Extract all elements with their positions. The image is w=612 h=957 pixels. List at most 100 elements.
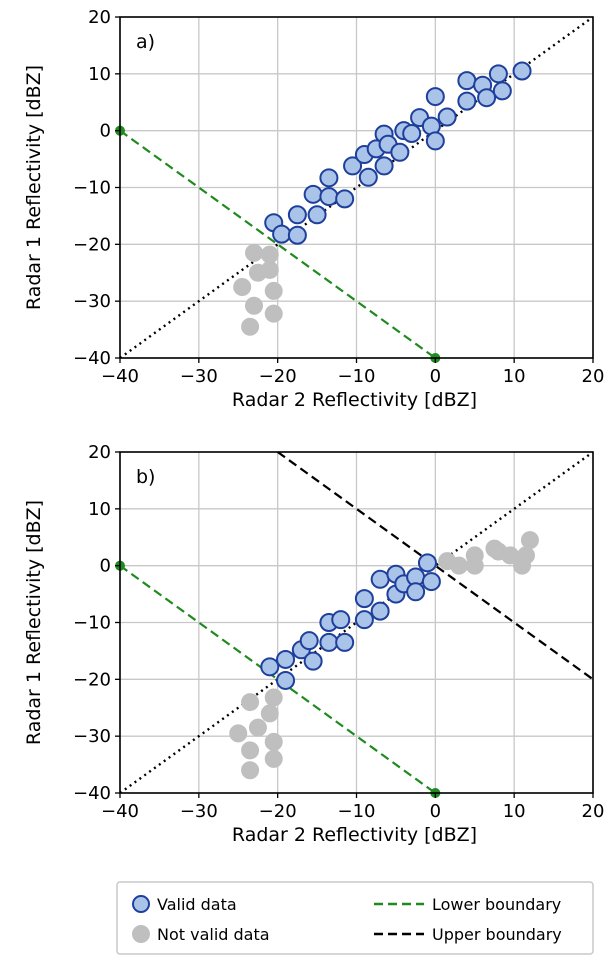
- y-tick-label: −20: [73, 669, 111, 690]
- legend-label: Lower boundary: [432, 895, 561, 914]
- valid-point: [343, 156, 363, 176]
- valid-point: [335, 632, 355, 652]
- y-tick-label: 20: [88, 7, 111, 28]
- x-tick-label: 0: [430, 801, 441, 822]
- x-tick-label: −30: [180, 366, 218, 387]
- legend-label: Valid data: [157, 895, 237, 914]
- valid-point: [358, 167, 378, 187]
- y-tick-label: 0: [100, 556, 111, 577]
- upper-boundary-line: [277, 452, 593, 681]
- x-tick-label: 10: [503, 801, 526, 822]
- not-valid-point: [260, 704, 279, 723]
- y-tick-label: 20: [88, 442, 111, 463]
- valid-point: [492, 81, 512, 101]
- valid-point: [319, 632, 339, 652]
- not-valid-point: [241, 693, 260, 712]
- x-tick-label: 10: [503, 366, 526, 387]
- not-valid-point: [229, 724, 248, 743]
- y-tick-label: 0: [100, 121, 111, 142]
- valid-point: [421, 572, 441, 592]
- valid-point: [425, 131, 445, 151]
- not-valid-point: [245, 243, 264, 262]
- x-tick-label: 0: [430, 366, 441, 387]
- not-valid-point: [449, 556, 468, 575]
- valid-point: [335, 189, 355, 209]
- valid-point: [406, 582, 426, 602]
- valid-point: [276, 649, 296, 669]
- not-valid-point: [520, 531, 539, 550]
- valid-point: [287, 205, 307, 225]
- plot-area: [120, 17, 593, 358]
- not-valid-point: [245, 296, 264, 315]
- valid-point: [425, 87, 445, 107]
- legend-marker: [132, 895, 150, 913]
- x-tick-label: −20: [259, 801, 297, 822]
- not-valid-point: [264, 688, 283, 707]
- x-tick-label: −20: [259, 366, 297, 387]
- panel-label: b): [136, 466, 155, 488]
- not-valid-point: [465, 556, 484, 575]
- y-tick-label: −10: [73, 613, 111, 634]
- valid-point: [276, 670, 296, 690]
- x-tick-label: −10: [338, 801, 376, 822]
- legend-label: Not valid data: [157, 925, 270, 944]
- y-tick-label: −40: [73, 783, 111, 804]
- valid-point: [417, 553, 437, 573]
- not-valid-point: [264, 732, 283, 751]
- not-valid-point: [241, 317, 260, 336]
- x-axis-label: Radar 2 Reflectivity [dBZ]: [232, 824, 477, 846]
- valid-point: [374, 156, 394, 176]
- not-valid-point: [264, 281, 283, 300]
- legend: Valid data Lower boundary Not valid data Up…: [116, 881, 594, 955]
- y-axis-label: Radar 1 Reflectivity [dBZ]: [23, 65, 45, 310]
- valid-point: [272, 224, 292, 244]
- 1-1-line-line: [120, 17, 593, 358]
- valid-point: [437, 107, 457, 127]
- not-valid-point: [260, 245, 279, 264]
- lower-boundary-line: [120, 564, 436, 793]
- x-tick-label: 20: [582, 366, 605, 387]
- not-valid-point: [241, 761, 260, 780]
- x-tick-label: −10: [338, 366, 376, 387]
- valid-point: [331, 610, 351, 630]
- valid-point: [354, 589, 374, 609]
- not-valid-point: [233, 277, 252, 296]
- valid-point: [260, 657, 280, 677]
- y-tick-label: −10: [73, 178, 111, 199]
- valid-point: [390, 142, 410, 162]
- x-tick-label: −40: [101, 366, 139, 387]
- 1-1-line-line: [120, 452, 593, 793]
- not-valid-point: [264, 749, 283, 768]
- x-tick-label: 20: [582, 801, 605, 822]
- plot-area: [120, 452, 593, 793]
- valid-point: [354, 610, 374, 630]
- legend-label: Upper boundary: [432, 925, 562, 944]
- y-tick-label: −30: [73, 291, 111, 312]
- panel-b: −40 −30 −20 −10 0 10 20 −40 −30 −20 −10 0 10 20 Radar …: [23, 442, 604, 846]
- legend-box: [116, 881, 594, 955]
- valid-point: [303, 184, 323, 204]
- valid-point: [370, 601, 390, 621]
- not-valid-point: [264, 304, 283, 323]
- valid-point: [477, 88, 497, 108]
- valid-point: [457, 71, 477, 91]
- panel-a: −40 −30 −20 −10 0 10 20 −40 −30 −20 −10 0 10 20 Radar …: [23, 7, 604, 411]
- valid-point: [319, 168, 339, 188]
- not-valid-point: [260, 260, 279, 279]
- y-tick-label: −40: [73, 348, 111, 369]
- valid-point: [370, 569, 390, 589]
- valid-point: [488, 64, 508, 84]
- x-tick-label: −40: [101, 801, 139, 822]
- not-valid-point: [248, 718, 267, 737]
- y-tick-label: 10: [88, 499, 111, 520]
- y-tick-label: −20: [73, 234, 111, 255]
- y-tick-label: 10: [88, 64, 111, 85]
- valid-point: [402, 124, 422, 144]
- valid-point: [319, 187, 339, 207]
- lower-boundary-line: [120, 129, 436, 358]
- x-tick-label: −30: [180, 801, 218, 822]
- not-valid-point: [241, 741, 260, 760]
- not-valid-point: [516, 546, 535, 565]
- valid-point: [299, 631, 319, 651]
